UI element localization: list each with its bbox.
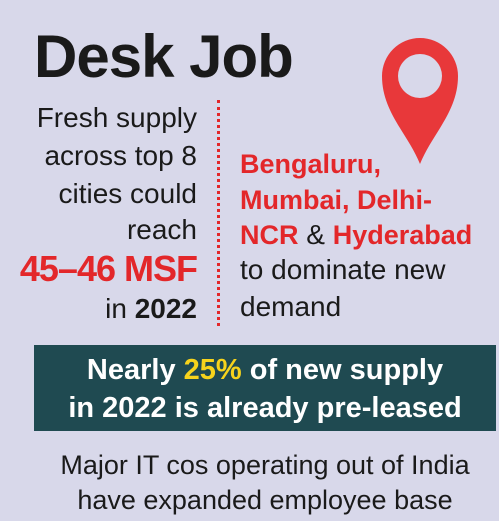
- city: Hyderabad: [332, 220, 473, 250]
- city-line: Mumbai, Delhi-: [240, 185, 433, 215]
- left-line: in 2022: [105, 292, 197, 326]
- year: 2022: [134, 293, 197, 324]
- left-line: cities could: [58, 178, 197, 209]
- banner: Nearly 25% of new supply in 2022 is alre…: [34, 345, 496, 431]
- city-line: NCR & Hyderabad: [240, 218, 472, 252]
- location-pin: [382, 38, 458, 164]
- highlight: 25%: [183, 354, 242, 386]
- text: in: [105, 293, 127, 324]
- left-line: reach: [126, 214, 197, 245]
- left-line: Fresh supply: [36, 102, 197, 133]
- pin-hole: [398, 54, 442, 98]
- text: Nearly: [86, 354, 176, 386]
- right-line: demand: [240, 291, 342, 322]
- city: NCR: [240, 220, 299, 250]
- text: of new supply: [249, 354, 444, 386]
- divider: [217, 100, 220, 326]
- title: Desk Job: [34, 23, 294, 90]
- banner-line: in 2022 is already pre-leased: [68, 392, 462, 424]
- left-line: across top 8: [44, 140, 197, 171]
- banner-line: Nearly 25% of new supply: [34, 351, 496, 389]
- joiner: &: [306, 219, 325, 250]
- footer-line: have expanded employee base: [77, 485, 453, 515]
- footer-line: Major IT cos operating out of India: [60, 450, 470, 480]
- city-line: Bengaluru,: [240, 149, 382, 179]
- figure: 45–46 MSF: [19, 248, 198, 289]
- right-line: to dominate new: [240, 254, 446, 285]
